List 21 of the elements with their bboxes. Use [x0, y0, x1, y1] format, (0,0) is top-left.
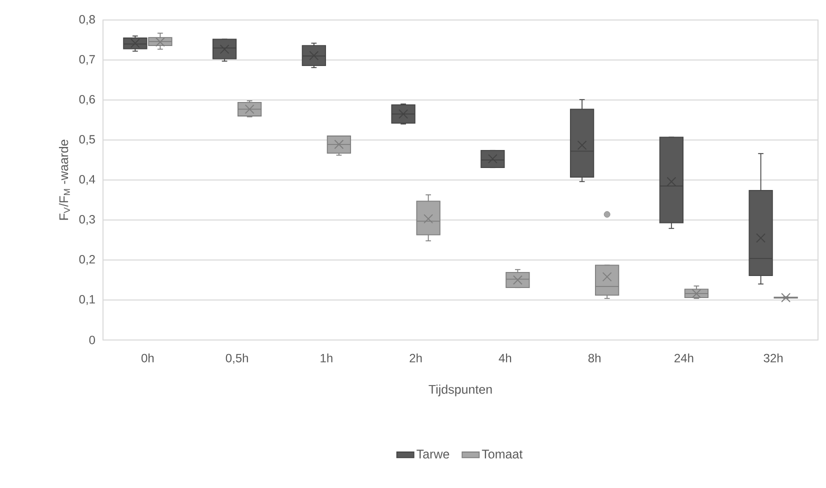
- y-tick-label: 0: [89, 336, 96, 344]
- legend-label: Tarwe: [416, 450, 450, 459]
- x-tick-label: 32h: [764, 354, 783, 362]
- x-tick-label: 8h: [588, 354, 600, 362]
- y-tick-label: 0,3: [79, 215, 95, 225]
- x-tick-label: 0,5h: [226, 354, 248, 364]
- y-tick-label: 0,5: [79, 135, 95, 145]
- y-tick-label: 0,7: [79, 55, 95, 65]
- x-tick-label: 4h: [498, 354, 512, 362]
- y-tick-label: 0,8: [79, 15, 95, 25]
- x-tick-label: 1h: [320, 354, 332, 362]
- y-tick-label: 0,2: [79, 255, 95, 265]
- y-axis-title: F$_{V}$/F$_{M}$ -waarde: [58, 140, 70, 220]
- y-tick-label: 0,4: [79, 175, 96, 185]
- y-tick-label: 0,6: [79, 95, 95, 105]
- x-axis-title: Tijdspunten: [428, 384, 492, 396]
- y-tick-label: 0,1: [79, 295, 95, 305]
- x-tick-label: 24h: [674, 354, 694, 362]
- legend-label: Tomaat: [482, 450, 523, 459]
- x-tick-label: 0h: [141, 354, 154, 362]
- x-tick-label: 2h: [410, 354, 422, 362]
